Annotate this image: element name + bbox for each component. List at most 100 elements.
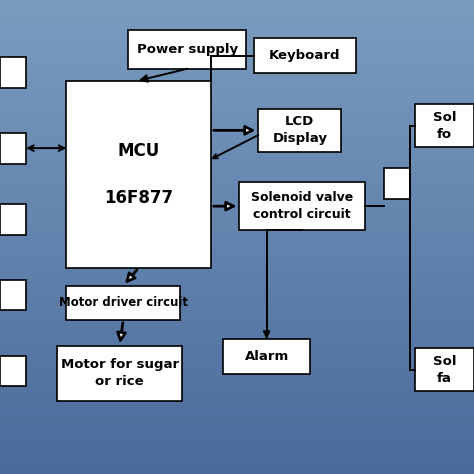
Bar [0, 92, 474, 95]
Bar [0, 142, 474, 145]
Bar [0, 254, 474, 256]
Bar [0, 313, 474, 315]
Text: Sol
fa: Sol fa [433, 355, 456, 385]
Bar [0, 320, 474, 322]
FancyBboxPatch shape [0, 133, 26, 164]
FancyBboxPatch shape [66, 286, 180, 320]
Bar [0, 403, 474, 405]
Bar [0, 401, 474, 403]
Bar [0, 185, 474, 187]
Bar [0, 294, 474, 296]
Bar [0, 31, 474, 33]
Bar [0, 377, 474, 379]
Bar [0, 24, 474, 26]
Bar [0, 358, 474, 360]
Bar [0, 133, 474, 135]
Bar [0, 374, 474, 377]
Bar [0, 460, 474, 462]
Bar [0, 135, 474, 137]
Bar [0, 85, 474, 88]
Bar [0, 104, 474, 107]
Bar [0, 57, 474, 59]
Bar [0, 415, 474, 417]
Bar [0, 360, 474, 363]
Bar [0, 156, 474, 159]
Bar [0, 310, 474, 313]
Bar [0, 218, 474, 220]
Bar [0, 36, 474, 38]
Bar [0, 453, 474, 455]
Bar [0, 211, 474, 213]
Bar [0, 379, 474, 382]
FancyBboxPatch shape [0, 356, 26, 386]
Bar [0, 73, 474, 76]
Bar [0, 448, 474, 450]
Bar [0, 55, 474, 57]
Bar [0, 83, 474, 85]
Bar [0, 363, 474, 365]
Bar [0, 17, 474, 19]
Bar [0, 334, 474, 337]
FancyBboxPatch shape [384, 168, 410, 199]
Text: Motor for sugar
or rice: Motor for sugar or rice [61, 358, 179, 388]
Bar [0, 45, 474, 47]
FancyBboxPatch shape [258, 109, 341, 152]
Bar [0, 315, 474, 318]
Bar [0, 213, 474, 216]
Bar [0, 386, 474, 389]
Bar [0, 332, 474, 334]
Bar [0, 393, 474, 396]
Bar [0, 429, 474, 431]
Bar [0, 114, 474, 116]
Bar [0, 239, 474, 242]
Bar [0, 284, 474, 287]
Bar [0, 372, 474, 374]
Bar [0, 462, 474, 465]
Bar [0, 175, 474, 178]
Bar [0, 187, 474, 190]
Bar [0, 182, 474, 185]
Bar [0, 206, 474, 209]
Bar [0, 339, 474, 341]
Bar [0, 190, 474, 192]
Bar [0, 220, 474, 223]
Bar [0, 199, 474, 201]
Bar [0, 12, 474, 14]
Bar [0, 237, 474, 239]
Bar [0, 166, 474, 168]
Bar [0, 263, 474, 265]
Bar [0, 246, 474, 249]
Bar [0, 107, 474, 109]
Bar [0, 111, 474, 114]
Bar [0, 348, 474, 351]
Bar [0, 123, 474, 126]
Bar [0, 299, 474, 301]
Bar [0, 327, 474, 329]
Bar [0, 436, 474, 438]
Bar [0, 97, 474, 100]
Bar [0, 405, 474, 408]
Bar [0, 180, 474, 182]
Bar [0, 71, 474, 73]
Bar [0, 431, 474, 434]
Bar [0, 273, 474, 275]
Bar [0, 412, 474, 415]
Text: MCU

16F877: MCU 16F877 [104, 142, 173, 207]
Bar [0, 95, 474, 97]
Bar [0, 346, 474, 348]
Bar [0, 230, 474, 232]
Bar [0, 467, 474, 469]
FancyBboxPatch shape [0, 204, 26, 235]
Bar [0, 232, 474, 235]
Bar [0, 455, 474, 457]
Bar [0, 126, 474, 128]
Bar [0, 408, 474, 410]
Bar [0, 5, 474, 7]
Bar [0, 81, 474, 83]
Bar [0, 197, 474, 199]
Bar [0, 194, 474, 197]
Bar [0, 469, 474, 472]
Bar [0, 59, 474, 62]
Bar [0, 100, 474, 102]
Bar [0, 270, 474, 273]
